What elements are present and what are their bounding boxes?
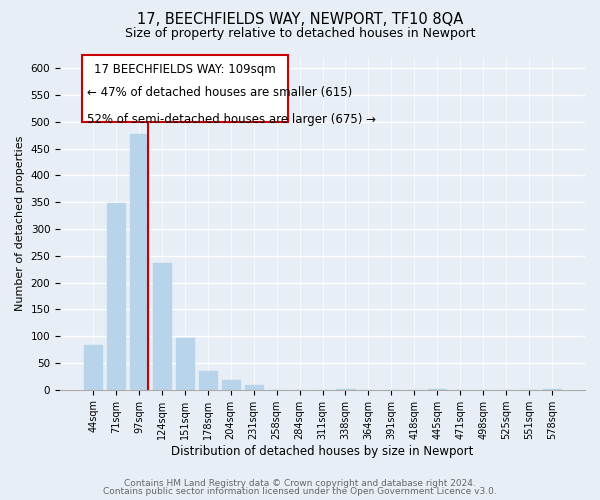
FancyBboxPatch shape <box>82 55 288 122</box>
Text: Contains HM Land Registry data © Crown copyright and database right 2024.: Contains HM Land Registry data © Crown c… <box>124 478 476 488</box>
Bar <box>428 388 446 390</box>
Text: ← 47% of detached houses are smaller (615): ← 47% of detached houses are smaller (61… <box>87 86 352 100</box>
Text: Contains public sector information licensed under the Open Government Licence v3: Contains public sector information licen… <box>103 487 497 496</box>
Text: Size of property relative to detached houses in Newport: Size of property relative to detached ho… <box>125 28 475 40</box>
Text: 17 BEECHFIELDS WAY: 109sqm: 17 BEECHFIELDS WAY: 109sqm <box>94 63 276 76</box>
Bar <box>543 388 561 390</box>
X-axis label: Distribution of detached houses by size in Newport: Distribution of detached houses by size … <box>172 444 474 458</box>
Bar <box>153 264 171 390</box>
Text: 17, BEECHFIELDS WAY, NEWPORT, TF10 8QA: 17, BEECHFIELDS WAY, NEWPORT, TF10 8QA <box>137 12 463 28</box>
Bar <box>84 345 102 390</box>
Bar <box>130 134 148 390</box>
Text: 52% of semi-detached houses are larger (675) →: 52% of semi-detached houses are larger (… <box>87 113 376 126</box>
Bar <box>199 371 217 390</box>
Bar <box>245 386 263 390</box>
Y-axis label: Number of detached properties: Number of detached properties <box>15 136 25 312</box>
Bar <box>336 388 355 390</box>
Bar <box>107 203 125 390</box>
Bar <box>176 338 194 390</box>
Bar <box>221 380 240 390</box>
